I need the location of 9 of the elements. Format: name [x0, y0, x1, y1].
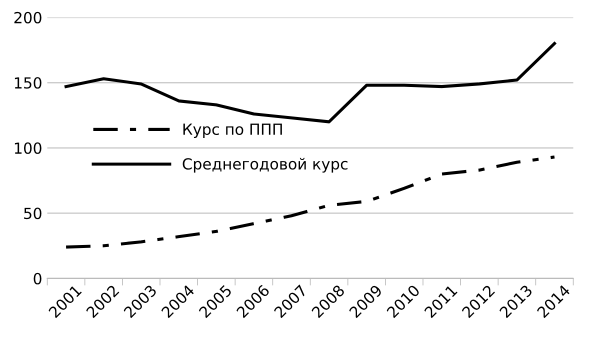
y-tick-label: 50 [24, 208, 42, 220]
y-tick-label: 200 [14, 12, 42, 24]
legend-label: Курс по ППП [183, 124, 282, 138]
y-tick-label: 0 [34, 272, 42, 284]
line-series [64, 42, 556, 124]
legend-label: Среднегодовой курс [182, 158, 348, 173]
y-tick-label: 100 [14, 142, 42, 154]
y-tick-label: 150 [14, 77, 42, 89]
line-series [64, 156, 556, 249]
